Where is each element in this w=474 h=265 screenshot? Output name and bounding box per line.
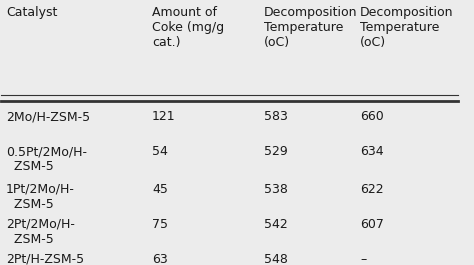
Text: 538: 538 xyxy=(264,183,288,196)
Text: 622: 622 xyxy=(360,183,383,196)
Text: –: – xyxy=(360,253,366,265)
Text: 529: 529 xyxy=(264,145,288,158)
Text: 607: 607 xyxy=(360,218,384,231)
Text: 63: 63 xyxy=(152,253,168,265)
Text: 2Pt/2Mo/H-
  ZSM-5: 2Pt/2Mo/H- ZSM-5 xyxy=(6,218,75,246)
Text: 1Pt/2Mo/H-
  ZSM-5: 1Pt/2Mo/H- ZSM-5 xyxy=(6,183,75,211)
Text: 542: 542 xyxy=(264,218,288,231)
Text: Amount of
Coke (mg/g
cat.): Amount of Coke (mg/g cat.) xyxy=(152,6,224,49)
Text: Decomposition
Temperature
(oC): Decomposition Temperature (oC) xyxy=(360,6,454,49)
Text: 54: 54 xyxy=(152,145,168,158)
Text: 2Mo/H-ZSM-5: 2Mo/H-ZSM-5 xyxy=(6,110,90,123)
Text: 548: 548 xyxy=(264,253,288,265)
Text: 583: 583 xyxy=(264,110,288,123)
Text: 121: 121 xyxy=(152,110,176,123)
Text: 75: 75 xyxy=(152,218,168,231)
Text: 660: 660 xyxy=(360,110,383,123)
Text: Decomposition
Temperature
(oC): Decomposition Temperature (oC) xyxy=(264,6,357,49)
Text: 2Pt/H-ZSM-5: 2Pt/H-ZSM-5 xyxy=(6,253,84,265)
Text: 634: 634 xyxy=(360,145,383,158)
Text: 45: 45 xyxy=(152,183,168,196)
Text: Catalyst: Catalyst xyxy=(6,6,57,19)
Text: 0.5Pt/2Mo/H-
  ZSM-5: 0.5Pt/2Mo/H- ZSM-5 xyxy=(6,145,87,173)
